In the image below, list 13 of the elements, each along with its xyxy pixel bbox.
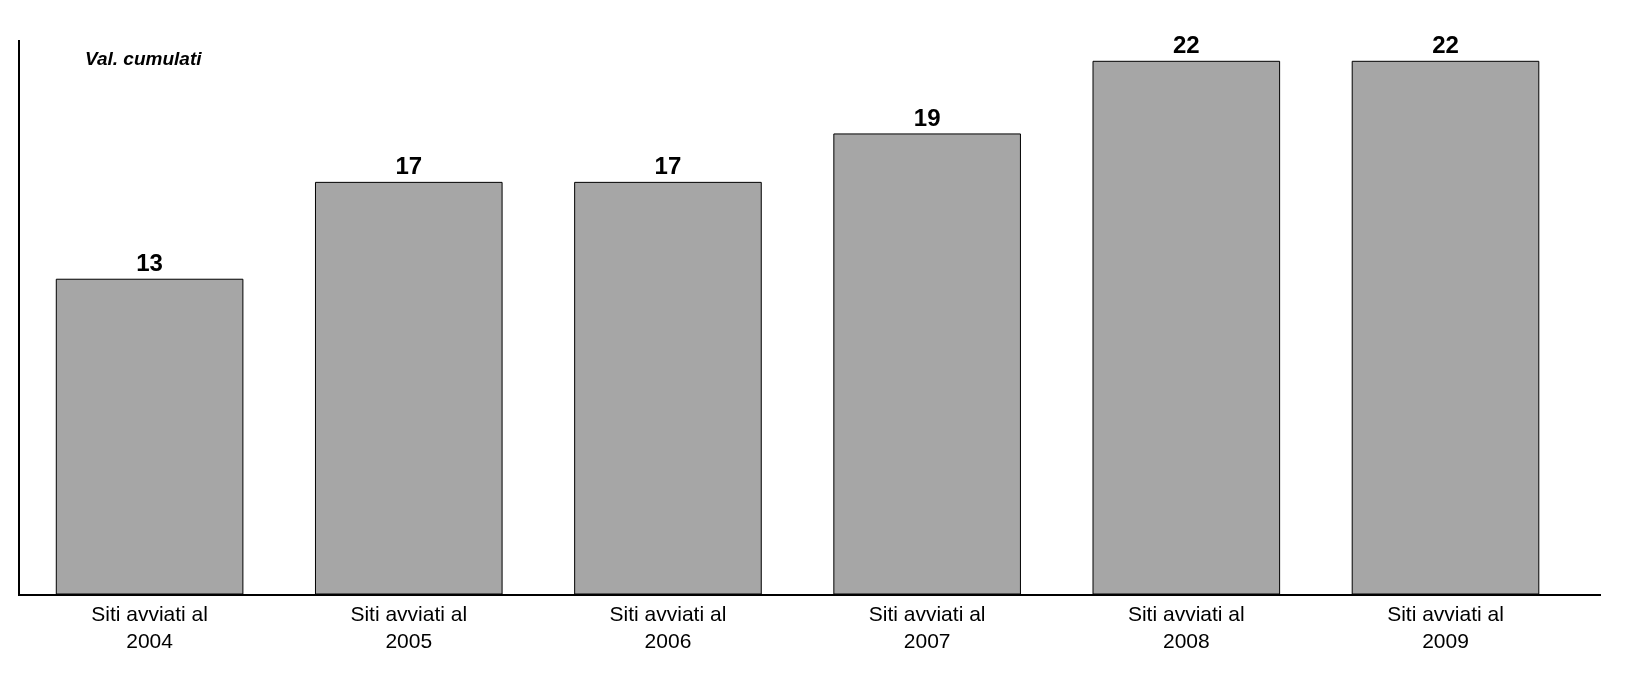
data-label: 19 <box>913 103 941 131</box>
x-tick-label: Siti avviati al 2007 <box>868 601 986 653</box>
x-tick-label: Siti avviati al 2009 <box>1387 601 1504 653</box>
data-label: 22 <box>1172 31 1200 59</box>
x-tick-label: Siti avviati al 2004 <box>91 601 208 653</box>
x-tick-label: Siti avviati al 2006 <box>609 601 727 653</box>
x-tick-label: Siti avviati al 2005 <box>350 601 468 653</box>
data-label: 17 <box>654 152 682 180</box>
y-axis-title: Val. cumulati <box>85 48 203 69</box>
data-label: 22 <box>1432 31 1459 59</box>
data-label: 17 <box>395 152 423 180</box>
data-label: 13 <box>136 249 163 277</box>
x-tick-label: Siti avviati al 2008 <box>1127 601 1245 653</box>
